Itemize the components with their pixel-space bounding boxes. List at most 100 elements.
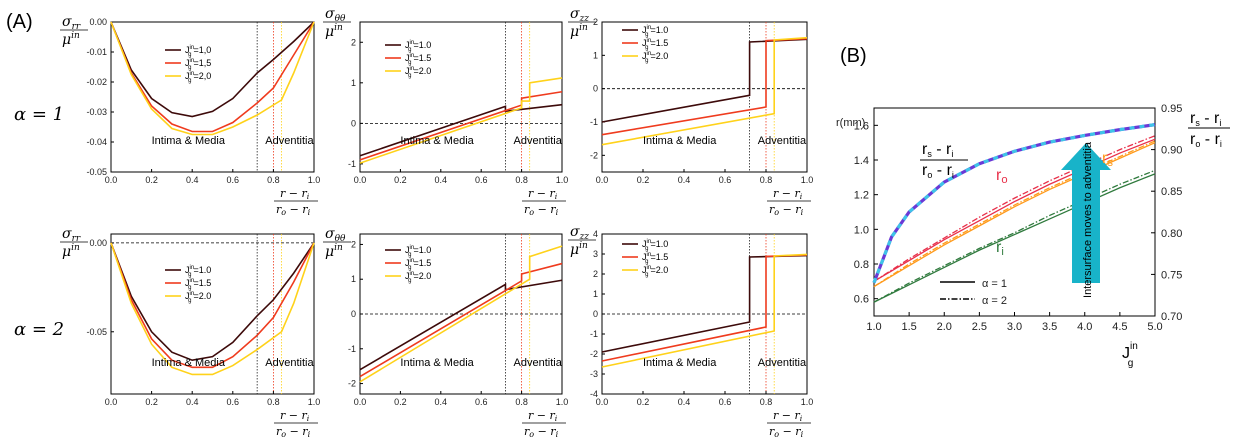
ratio-label-den: ro - ri [922, 162, 954, 180]
row-label-alpha-2: α = 2 [14, 319, 64, 340]
x-tick-label: 4.0 [1077, 321, 1092, 333]
y-tick-label: -0.04 [86, 137, 107, 147]
y-tick-label: 2 [351, 37, 356, 47]
y-tick-label: 1 [593, 289, 598, 299]
x-tick-label: 0.8 [760, 175, 773, 185]
x-tick-label: 1.5 [901, 321, 916, 333]
x-tick-label: 0.2 [637, 397, 650, 407]
legend-label: α = 2 [982, 295, 1007, 307]
y-axis-label-den: μin [62, 243, 80, 260]
x-tick-label: 0.0 [105, 175, 118, 185]
x-tick-label: 0.8 [267, 397, 280, 407]
x-axis-label-den: ro − ri [276, 425, 311, 437]
legend-label: Jin g =1,0 [185, 45, 211, 58]
x-axis-label: r − ri [280, 187, 310, 201]
series-line [110, 21, 315, 133]
x-tick-label: 3.0 [1007, 321, 1022, 333]
row-label-alpha-1: α = 1 [14, 104, 64, 125]
x-tick-label: 0.2 [394, 175, 407, 185]
y-tick-label-left: 1.2 [854, 190, 869, 202]
y-tick-label: -0.05 [86, 167, 107, 177]
x-tick-label: 1.0 [801, 397, 814, 407]
legend-label: Jin g =2.0 [642, 51, 668, 64]
x-tick-label: 1.0 [801, 175, 814, 185]
region-label-adventitia: Adventitia [265, 357, 314, 369]
y-tick-label: 4 [593, 229, 598, 239]
x-tick-label: 0.2 [394, 397, 407, 407]
subplot-rr1: 0.0 0.2 0.4 0.6 0.8 1.0 0.00 -0.01 -0.02 -0.03 -0.… [60, 14, 320, 217]
y-tick-label: 1 [351, 274, 356, 284]
x-tick-label: 0.6 [475, 397, 488, 407]
x-tick-label: 4.5 [1112, 321, 1127, 333]
legend-label: Jin g =1.5 [642, 252, 668, 265]
y-tick-label: 0 [593, 84, 598, 94]
y-tick-label: -2 [348, 379, 356, 389]
y-tick-label-left: 0.6 [854, 294, 869, 306]
legend-label: Jin g =1.5 [642, 38, 668, 51]
x-axis-label-den: ro − ri [769, 425, 804, 437]
x-tick-label: 0.2 [145, 175, 158, 185]
legend-label: α = 1 [982, 278, 1007, 290]
series-line [359, 90, 563, 161]
x-tick-label: 0.6 [719, 175, 732, 185]
y-axis-label-den: μin [325, 243, 343, 260]
series-line [359, 103, 563, 157]
series-r_o [873, 135, 1156, 282]
x-tick-label: 0.4 [678, 175, 691, 185]
y-tick-label-left: 1.6 [854, 120, 869, 132]
x-axis-label: r − ri [773, 187, 803, 201]
x-tick-label: 0.4 [678, 397, 691, 407]
y-tick-label: -1 [348, 344, 356, 354]
y-axis-label: σθθ [325, 6, 346, 24]
x-tick-label: 0.6 [227, 175, 240, 185]
y-tick-label-right: 0.90 [1161, 145, 1182, 157]
x-tick-label: 0.6 [227, 397, 240, 407]
x-axis-label-den: ro − ri [769, 203, 804, 217]
x-axis-label-den: ro − ri [524, 425, 559, 437]
plot-frame [359, 21, 563, 173]
y-tick-label: -2 [590, 349, 598, 359]
right-axis-label-num: rs - ri [1190, 110, 1221, 128]
x-axis-label-den: ro − ri [276, 203, 311, 217]
y-axis-label: σzz [570, 224, 589, 242]
x-tick-label: 0.4 [186, 397, 199, 407]
x-tick-label: 0.8 [267, 175, 280, 185]
y-axis-label: σθθ [325, 226, 346, 244]
arrow-annotation: Intersurface moves to adventitia [1082, 141, 1094, 298]
x-tick-label: 5.0 [1147, 321, 1162, 333]
series-line [110, 242, 315, 362]
plot-frame-b [873, 107, 1156, 317]
series-r_i [873, 173, 1156, 303]
left-axis-label: r(mm) [836, 117, 865, 129]
x-tick-label: 0.4 [186, 175, 199, 185]
plot-frame [110, 233, 315, 395]
y-tick-label: 0 [593, 309, 598, 319]
series-r_s [873, 142, 1156, 288]
legend-label: Jin g =2,0 [185, 71, 211, 84]
series-line [359, 279, 563, 371]
y-tick-label: -0.02 [86, 77, 107, 87]
y-tick-label: -2 [590, 150, 598, 160]
series-line [359, 245, 563, 383]
y-tick-label: 0 [351, 309, 356, 319]
series-line [110, 242, 315, 369]
series-line [110, 21, 315, 136]
legend-label: Jin g =1,5 [185, 58, 211, 71]
y-tick-label: -0.01 [86, 47, 107, 57]
region-label-intima: Intima & Media [643, 357, 717, 369]
series-line [359, 77, 563, 164]
series-r_o [873, 138, 1156, 282]
y-tick-label-left: 1.0 [854, 224, 869, 236]
x-tick-label: 0.4 [435, 397, 448, 407]
y-tick-label-left: 0.8 [854, 259, 869, 271]
plot-frame [601, 21, 808, 173]
x-tick-label: 2.0 [937, 321, 952, 333]
x-tick-label: 0.0 [596, 397, 609, 407]
series-line [359, 262, 563, 378]
series-ratio [872, 123, 1156, 284]
legend-label: Jin g =1.0 [405, 40, 431, 53]
x-tick-label: 0.8 [760, 397, 773, 407]
x-tick-label: 1.0 [308, 175, 321, 185]
